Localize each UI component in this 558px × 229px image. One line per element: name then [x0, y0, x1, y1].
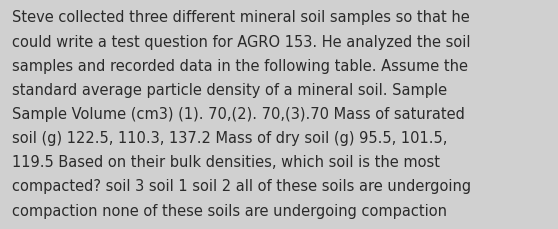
Text: Steve collected three different mineral soil samples so that he: Steve collected three different mineral …: [12, 10, 470, 25]
Text: could write a test question for AGRO 153. He analyzed the soil: could write a test question for AGRO 153…: [12, 34, 471, 49]
Text: standard average particle density of a mineral soil. Sample: standard average particle density of a m…: [12, 82, 448, 97]
Text: 119.5 Based on their bulk densities, which soil is the most: 119.5 Based on their bulk densities, whi…: [12, 155, 440, 169]
Text: Sample Volume (cm3) (1). 70,(2). 70,(3).70 Mass of saturated: Sample Volume (cm3) (1). 70,(2). 70,(3).…: [12, 106, 465, 121]
Text: samples and recorded data in the following table. Assume the: samples and recorded data in the followi…: [12, 58, 468, 73]
Text: compaction none of these soils are undergoing compaction: compaction none of these soils are under…: [12, 203, 448, 218]
Text: compacted? soil 3 soil 1 soil 2 all of these soils are undergoing: compacted? soil 3 soil 1 soil 2 all of t…: [12, 179, 472, 194]
Text: soil (g) 122.5, 110.3, 137.2 Mass of dry soil (g) 95.5, 101.5,: soil (g) 122.5, 110.3, 137.2 Mass of dry…: [12, 131, 448, 145]
